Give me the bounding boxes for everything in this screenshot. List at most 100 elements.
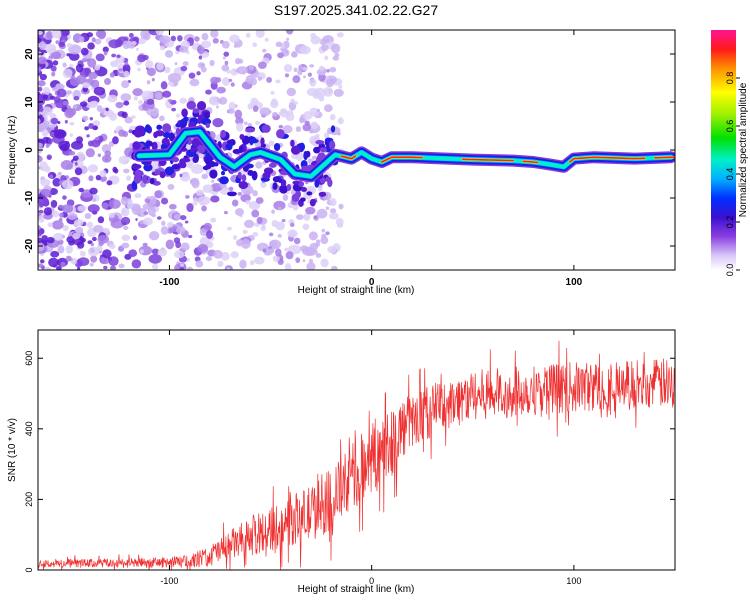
- noise-speckle: [236, 122, 244, 132]
- noise-speckle: [94, 64, 101, 71]
- noise-speckle: [245, 199, 251, 205]
- noise-speckle: [223, 211, 228, 215]
- noise-speckle: [62, 179, 74, 190]
- noise-speckle: [38, 230, 43, 237]
- noise-speckle: [227, 108, 235, 114]
- noise-speckle: [179, 97, 187, 104]
- noise-speckle: [38, 142, 43, 148]
- ridge-blob: [162, 132, 172, 139]
- noise-speckle: [40, 178, 51, 187]
- noise-speckle: [186, 51, 190, 55]
- noise-speckle: [74, 226, 84, 234]
- ridge-blob: [305, 150, 311, 158]
- noise-speckle: [97, 234, 110, 244]
- noise-speckle: [268, 232, 274, 237]
- noise-speckle: [151, 263, 159, 270]
- noise-speckle: [38, 209, 44, 214]
- noise-speckle: [286, 37, 290, 41]
- noise-speckle: [109, 243, 116, 250]
- noise-speckle: [275, 79, 281, 84]
- noise-speckle: [200, 201, 205, 206]
- noise-speckle: [221, 64, 230, 72]
- noise-speckle: [268, 248, 275, 254]
- noise-speckle: [224, 60, 229, 66]
- noise-speckle: [304, 247, 317, 256]
- noise-speckle: [186, 258, 190, 262]
- noise-speckle: [255, 197, 264, 204]
- noise-speckle: [85, 148, 95, 158]
- noise-speckle: [55, 83, 62, 90]
- noise-speckle: [108, 199, 121, 209]
- ridge-blob: [145, 141, 150, 149]
- noise-speckle: [57, 245, 65, 254]
- noise-speckle: [146, 98, 155, 105]
- noise-speckle: [160, 197, 169, 205]
- noise-speckle: [329, 66, 337, 73]
- noise-speckle: [195, 260, 204, 268]
- ridge-blob: [232, 148, 241, 155]
- noise-speckle: [105, 107, 109, 112]
- noise-speckle: [282, 194, 289, 201]
- noise-speckle: [270, 99, 279, 109]
- noise-speckle: [122, 40, 130, 50]
- noise-speckle: [326, 78, 335, 88]
- noise-speckle: [206, 230, 214, 239]
- noise-speckle: [90, 79, 100, 90]
- noise-speckle: [167, 184, 175, 191]
- noise-speckle: [295, 214, 304, 220]
- ridge-blob: [162, 123, 172, 133]
- noise-speckle: [271, 219, 279, 228]
- noise-speckle: [108, 212, 115, 219]
- snr-frame: [37, 329, 676, 571]
- colorbar-ticks: 0.0 0.2 0.4 0.6 0.8: [725, 72, 740, 276]
- noise-speckle: [55, 40, 60, 44]
- noise-speckle: [336, 32, 344, 38]
- noise-speckle: [94, 38, 102, 45]
- noise-speckle: [289, 231, 296, 237]
- noise-speckle: [154, 190, 162, 199]
- noise-speckle: [89, 262, 94, 267]
- noise-speckle: [87, 246, 100, 257]
- noise-speckle: [118, 155, 130, 165]
- noise-speckle: [193, 197, 198, 203]
- noise-speckle: [237, 58, 244, 64]
- noise-speckle: [159, 35, 171, 44]
- noise-speckle: [311, 155, 317, 160]
- ridge-blob: [226, 191, 237, 197]
- noise-speckle: [51, 71, 56, 77]
- noise-speckle: [102, 249, 112, 259]
- spectrogram-ylabel: Frequency (Hz): [7, 116, 18, 185]
- noise-speckle: [175, 226, 186, 235]
- noise-speckle: [38, 107, 44, 113]
- noise-speckle: [124, 61, 129, 66]
- noise-speckle: [230, 251, 239, 259]
- ridge-blob: [309, 198, 316, 207]
- noise-speckle: [93, 224, 104, 233]
- ridge-blob: [245, 127, 255, 133]
- noise-speckle: [110, 60, 119, 68]
- noise-speckle: [284, 263, 292, 270]
- noise-speckle: [235, 117, 244, 125]
- noise-speckle: [213, 249, 223, 259]
- noise-speckle: [52, 86, 58, 92]
- noise-speckle: [128, 249, 138, 257]
- noise-speckle: [152, 110, 158, 118]
- noise-speckle: [79, 36, 85, 43]
- ridge-blob: [197, 145, 206, 154]
- noise-speckle: [228, 101, 236, 111]
- noise-speckle: [163, 66, 171, 74]
- noise-speckle: [306, 262, 316, 270]
- noise-speckle: [302, 259, 306, 263]
- noise-speckle: [268, 110, 272, 114]
- ridge-blob: [196, 100, 207, 111]
- noise-speckle: [180, 172, 191, 182]
- noise-speckle: [50, 117, 59, 125]
- noise-speckle: [90, 86, 95, 91]
- noise-speckle: [64, 119, 68, 124]
- noise-speckle: [97, 216, 105, 224]
- noise-speckle: [45, 143, 50, 148]
- noise-speckle: [179, 215, 187, 221]
- noise-speckle: [99, 169, 107, 178]
